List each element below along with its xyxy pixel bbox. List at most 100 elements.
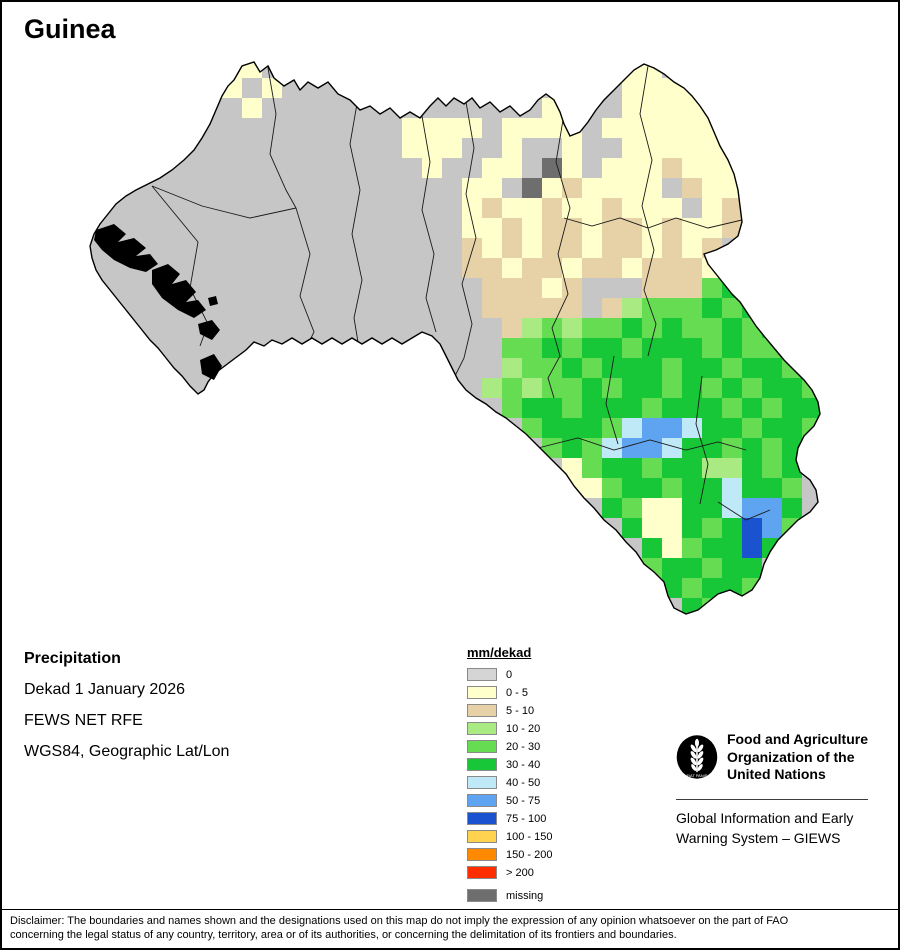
raster-cell xyxy=(482,158,502,178)
raster-cell xyxy=(582,358,602,378)
giews-divider xyxy=(676,799,868,800)
fao-block: FIAT PANIS Food and Agriculture Organiza… xyxy=(676,726,868,848)
raster-cell xyxy=(722,518,742,538)
legend-item: 5 - 10 xyxy=(467,704,552,717)
raster-cell xyxy=(742,338,762,358)
raster-cell xyxy=(722,358,742,378)
raster-cell xyxy=(702,518,722,538)
raster-cell xyxy=(582,198,602,218)
raster-cell xyxy=(582,178,602,198)
disclaimer-line-1: Disclaimer: The boundaries and names sho… xyxy=(10,915,789,927)
legend-swatch xyxy=(467,740,497,753)
raster-cell xyxy=(602,338,622,358)
legend-item: missing xyxy=(467,889,552,902)
fao-name: Food and Agriculture Organization of the… xyxy=(726,731,868,782)
raster-cell xyxy=(542,118,562,138)
raster-cell xyxy=(622,318,642,338)
raster-cell xyxy=(442,138,462,158)
admin-boundary-line xyxy=(267,67,297,209)
raster-cell xyxy=(482,218,502,238)
legend: mm/dekad 0 0 - 5 5 - 10 10 - 20 20 - 30 30 - … xyxy=(467,645,552,907)
raster-cell xyxy=(762,358,782,378)
raster-cell xyxy=(802,398,820,418)
legend-item: 50 - 75 xyxy=(467,794,552,807)
raster-cell xyxy=(222,78,242,98)
raster-cell xyxy=(562,178,582,198)
raster-cell xyxy=(702,598,722,614)
raster-cell xyxy=(522,218,542,238)
coastline-feature xyxy=(198,320,220,340)
raster-cell xyxy=(762,518,782,538)
source-label: FEWS NET RFE xyxy=(24,712,143,729)
raster-cell xyxy=(722,458,742,478)
raster-cell xyxy=(662,278,682,298)
raster-cell xyxy=(622,458,642,478)
raster-cell xyxy=(742,458,762,478)
raster-cell xyxy=(682,278,702,298)
raster-cell xyxy=(702,558,722,578)
raster-cell xyxy=(702,378,722,398)
legend-swatch xyxy=(467,812,497,825)
admin-boundary-line xyxy=(717,501,771,521)
raster-cell xyxy=(522,358,542,378)
raster-cell xyxy=(622,298,642,318)
raster-cell xyxy=(662,158,682,178)
legend-item: 20 - 30 xyxy=(467,740,552,753)
raster-cell xyxy=(722,558,742,578)
raster-cell xyxy=(642,62,662,78)
raster-cell xyxy=(562,138,582,158)
raster-cell xyxy=(702,498,722,518)
raster-cell xyxy=(762,438,782,458)
raster-cell xyxy=(702,298,722,318)
dekad-label: Dekad 1 January 2026 xyxy=(24,681,185,698)
raster-cell xyxy=(482,278,502,298)
raster-cell xyxy=(642,158,662,178)
raster-cell xyxy=(582,398,602,418)
raster-cell xyxy=(542,278,562,298)
admin-boundary-line xyxy=(151,185,297,219)
raster-cell xyxy=(662,258,682,278)
projection-label: WGS84, Geographic Lat/Lon xyxy=(24,743,230,760)
raster-cell xyxy=(562,438,582,458)
raster-cell xyxy=(702,438,722,458)
raster-cell xyxy=(682,178,702,198)
raster-cell xyxy=(682,358,702,378)
raster-cell xyxy=(802,358,820,378)
raster-cell xyxy=(722,378,742,398)
raster-cell xyxy=(602,478,622,498)
raster-cell xyxy=(602,318,622,338)
raster-cell xyxy=(722,338,742,358)
raster-cell xyxy=(582,238,602,258)
raster-cell xyxy=(422,118,442,138)
legend-swatch xyxy=(467,668,497,681)
raster-cell xyxy=(222,62,242,78)
raster-cell xyxy=(722,538,742,558)
raster-cell xyxy=(562,238,582,258)
legend-label: 0 - 5 xyxy=(506,686,529,699)
raster-cell xyxy=(622,178,642,198)
raster-cell xyxy=(602,218,622,238)
raster-cell xyxy=(702,278,722,298)
raster-cell xyxy=(682,498,702,518)
raster-cell xyxy=(742,398,762,418)
raster-cell xyxy=(722,438,742,458)
raster-cell xyxy=(622,118,642,138)
raster-cell xyxy=(442,118,462,138)
raster-cell xyxy=(622,398,642,418)
legend-label: 0 xyxy=(506,668,513,681)
admin-boundary-line xyxy=(695,375,709,505)
raster-cell xyxy=(542,418,562,438)
raster-cell xyxy=(642,418,662,438)
raster-cell xyxy=(662,538,682,558)
raster-cell xyxy=(642,198,662,218)
raster-cell xyxy=(642,478,662,498)
raster-cell xyxy=(462,198,482,218)
raster-cell xyxy=(502,278,522,298)
raster-cell xyxy=(562,338,582,358)
raster-cell xyxy=(602,118,622,138)
raster-cell xyxy=(522,398,542,418)
raster-cell xyxy=(562,158,582,178)
raster-cell xyxy=(762,458,782,478)
raster-cell xyxy=(642,278,662,298)
raster-cell xyxy=(622,338,642,358)
